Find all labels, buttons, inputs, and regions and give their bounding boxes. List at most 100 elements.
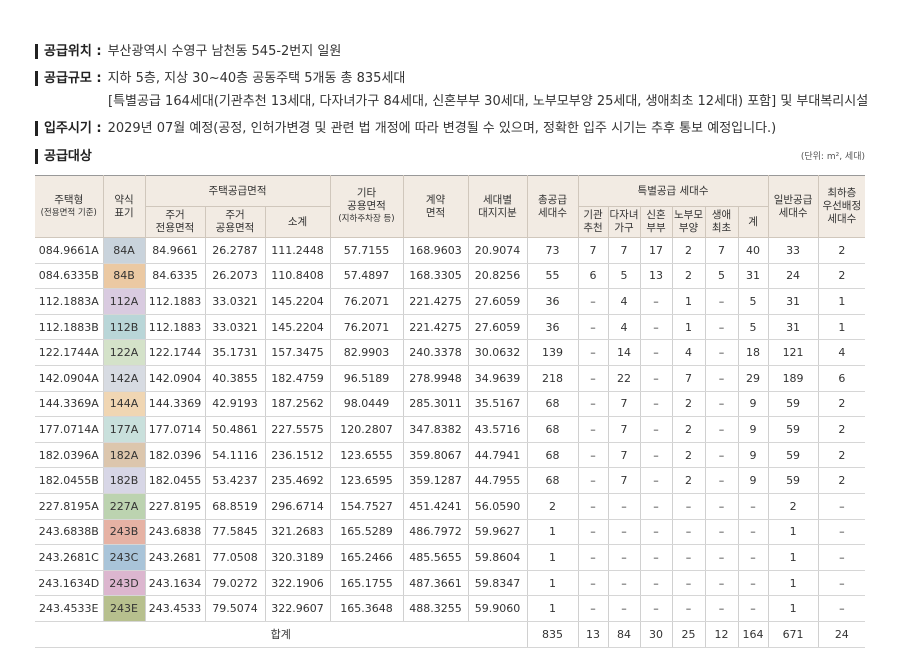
table-cell: – [577,391,609,418]
type-badge: 112A [102,288,146,315]
table-cell: 7 [607,416,641,443]
table-cell: – [704,595,739,622]
table-cell: 177.0714 [144,416,206,443]
table-cell: 84.6335 [144,263,206,290]
header-cell: 신혼 부부 [639,206,673,238]
table-cell: – [671,519,706,546]
table-cell: 7 [704,237,739,264]
table-cell: – [817,493,866,520]
header-text: 전용면적 [155,222,195,234]
table-cell: 79.5074 [204,595,266,622]
info-label: 입주시기 : [35,121,102,136]
table-cell: 7 [607,391,641,418]
table-cell: 123.6555 [329,442,404,469]
total-row: 합계 835 13 84 30 25 12 164 671 24 [35,621,866,648]
table-cell: 40.3855 [204,365,266,392]
table-cell: 165.1755 [329,570,404,597]
table-cell: 165.3648 [329,595,404,622]
header-cell: 일반공급 세대수 [767,175,819,238]
table-cell: – [704,570,739,597]
header-text: (지하주차장 등) [338,214,395,224]
table-cell: 31 [737,263,769,290]
info-text: [특별공급 164세대(기관추천 13세대, 다자녀가구 84세대, 신혼부부 … [108,94,869,109]
table-cell: 112.1883 [144,314,206,341]
table-cell: 27.6059 [467,288,528,315]
table-cell: – [577,595,609,622]
table-cell: 322.9607 [264,595,331,622]
table-cell: 182.0455B [35,467,104,494]
table-cell: – [817,595,866,622]
table-cell: – [671,493,706,520]
header-text: 기관 [583,209,603,221]
table-cell: 182.0396A [35,442,104,469]
table-cell: 55 [526,263,579,290]
table-cell: – [639,442,673,469]
header-cell: 생애 최초 [704,206,739,238]
header-text: 세대별 [483,193,512,206]
type-badge: 243B [102,519,146,546]
table-cell: 13 [639,263,673,290]
table-cell: 26.2787 [204,237,266,264]
table-cell: 1 [526,570,579,597]
type-badge: 112B [102,314,146,341]
table-cell: 68 [526,391,579,418]
header-text: 총공급 [538,193,567,206]
total-label: 합계 [35,621,528,648]
table-cell: 1 [526,519,579,546]
table-cell: 243.1634D [35,570,104,597]
table-cell: 9 [737,467,769,494]
table-cell: 68 [526,467,579,494]
table-cell: – [577,544,609,571]
table-cell: – [607,570,641,597]
table-cell: 96.5189 [329,365,404,392]
table-cell: 1 [767,519,819,546]
table-cell: 1 [767,595,819,622]
total-cell: 12 [704,621,739,648]
table-row: 243.2681C 243C 243.2681 77.0508 320.3189 165.… [35,544,866,571]
header-text: 주택형 [54,193,84,206]
table-cell: – [577,365,609,392]
table-cell: – [817,544,866,571]
header-text: 표기 [114,206,134,219]
table-cell: 121 [767,339,819,366]
header-text: 추천 [583,222,603,234]
header-text: 계약 [425,193,446,206]
total-cell: 84 [607,621,641,648]
table-cell: 182.4759 [264,365,331,392]
table-cell: 26.2073 [204,263,266,290]
total-cell: 30 [639,621,673,648]
table-cell: 1 [526,595,579,622]
table-cell: 7 [607,237,641,264]
table-cell: 4 [817,339,866,366]
table-cell: 35.1731 [204,339,266,366]
table-cell: 24 [767,263,819,290]
table-cell: 165.5289 [329,519,404,546]
table-cell: – [577,339,609,366]
table-cell: 112.1883 [144,288,206,315]
table-cell: 34.9639 [467,365,528,392]
info-block: 공급위치 : 부산광역시 수영구 남천동 545-2번지 일원 공급규모 : 지하 5… [35,40,875,144]
table-cell: 36 [526,288,579,315]
info-label: 공급규모 : [35,71,102,86]
table-cell: 9 [737,391,769,418]
table-cell: 42.9193 [204,391,266,418]
table-cell: 33 [767,237,819,264]
header-text: 주거 [225,209,245,221]
header-text: 최하층 [827,187,857,199]
table-cell: 68 [526,416,579,443]
table-cell: – [704,365,739,392]
table-cell: – [639,416,673,443]
table-cell: – [737,519,769,546]
header-row: 주거 전용면적 주거 공용면적 소계 기관 추천 다자녀 가구 신혼 부부 노부모 부양 생애 최초 계 [35,206,865,238]
table-cell: 278.9948 [402,365,469,392]
table-cell: 59.9060 [467,595,528,622]
header-text: 부부 [646,222,666,234]
table-cell: 120.2807 [329,416,404,443]
table-cell: 59.9627 [467,519,528,546]
table-cell: 487.3661 [402,570,469,597]
table-cell: – [639,365,673,392]
table-row: 182.0396A 182A 182.0396 54.1116 236.1512 123.… [35,442,866,469]
header-text: (전용면적 기준) [40,207,97,218]
table-cell: 50.4861 [204,416,266,443]
